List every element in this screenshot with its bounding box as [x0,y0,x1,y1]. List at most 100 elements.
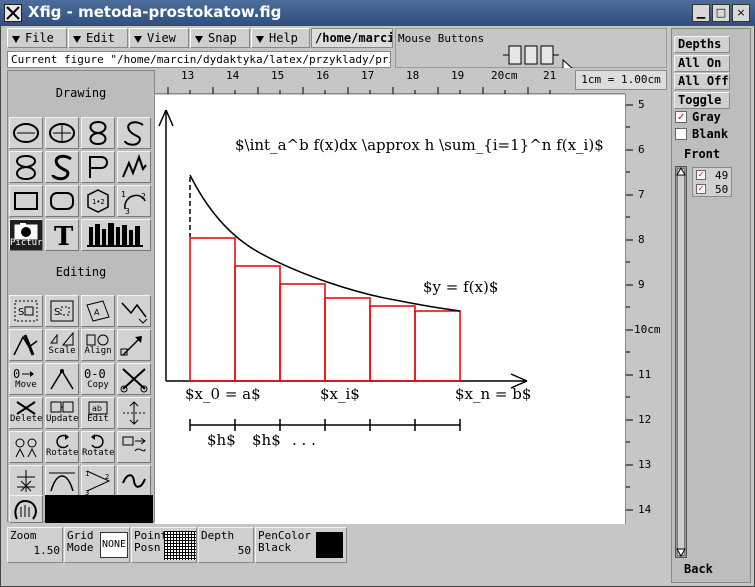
circle-by-radius-tool[interactable] [9,117,43,149]
move-tool[interactable]: 0 Move [9,363,43,395]
align-tool[interactable]: Align [81,329,115,361]
menu-view[interactable]: View [129,28,189,48]
mirror-tool[interactable] [9,431,43,463]
update-tool[interactable]: Update [45,397,79,429]
right-ruler-label: 8 [638,233,645,246]
depth-list: ✓ 49 ✓ 50 [692,167,732,197]
menu-help[interactable]: Help [251,28,310,48]
depth-indicator[interactable]: Depth 50 [198,527,254,563]
svg-text:0: 0 [13,367,20,381]
tangent-tool[interactable] [45,465,79,497]
open-compound-tool[interactable]: A [81,295,115,327]
copy-tool-label: Copy [87,380,109,390]
arrow-tool[interactable] [117,329,151,361]
cut-tool[interactable] [117,363,151,395]
add-point-tool[interactable] [9,329,43,361]
polygon-tool[interactable] [81,151,115,183]
library-tool[interactable] [81,219,151,251]
scroll-down-icon[interactable] [676,547,686,557]
menu-edit-label: Edit [86,31,115,45]
toggle-button[interactable]: Toggle [674,92,730,109]
arc-box-tool[interactable] [45,185,79,217]
gray-checkbox[interactable]: ✓ [675,111,687,123]
anchor-tool[interactable] [9,465,43,497]
top-ruler-label: 13 [181,69,195,82]
join-split-tool[interactable] [117,295,151,327]
layer-49-checkbox[interactable]: ✓ [696,170,706,180]
right-ruler-label: 5 [638,98,645,111]
all-on-button[interactable]: All On [674,55,730,72]
open-approx-spline-tool[interactable] [45,151,79,183]
break-compound-tool[interactable]: S [45,295,79,327]
rotate-cw-tool[interactable]: Rotate [81,431,115,463]
spline-order-tool[interactable]: 1 2 3 [81,465,115,497]
svg-text:3: 3 [125,207,130,215]
depth-scrollbar[interactable] [675,166,687,558]
x-axis-arrowhead [510,373,528,389]
posn-label: Posn [134,541,161,554]
scrollbar-thumb[interactable] [677,168,685,556]
arc-tool[interactable]: 1 2 3 [117,185,151,217]
closed-approx-spline-tool[interactable] [9,151,43,183]
svg-text:S: S [18,307,24,318]
h-label: $h$ [252,431,281,449]
picture-tool[interactable]: Picture [9,219,43,251]
right-ruler[interactable]: 5 6 7 8 9 10cm 11 12 13 14 [625,94,668,524]
maximize-button[interactable]: □ [712,4,730,22]
text-tool[interactable]: T [45,219,79,251]
title-bar[interactable]: Xfig - metoda-prostokatow.fig ▁ □ × [0,0,755,26]
grid-mode-indicator[interactable]: Grid Mode NONE [64,527,130,563]
rotate-ccw-tool[interactable]: Rotate [45,431,79,463]
close-button[interactable]: × [732,4,750,22]
chop-tool[interactable] [117,465,151,497]
copy-tool[interactable]: 0-0 Copy [81,363,115,395]
pen-color-indicator[interactable]: PenColor Black [255,527,347,563]
all-off-button[interactable]: All Off [674,73,730,90]
convert-tool[interactable] [117,431,151,463]
down-arrow-icon [73,36,81,43]
scroll-up-icon[interactable] [676,167,686,177]
menu-edit[interactable]: Edit [68,28,128,48]
glue-compound-tool[interactable]: S [9,295,43,327]
depth-value: 50 [237,544,251,557]
minimize-button[interactable]: ▁ [692,4,710,22]
delete-tool[interactable]: Delete [9,397,43,429]
curve-label: $y = f(x)$ [423,278,499,296]
app-icon[interactable] [4,4,22,22]
move-tool-label: Move [15,380,37,390]
xn-label: $x_n = b$ [455,385,532,403]
closed-spline-tool[interactable] [81,117,115,149]
top-ruler-ticks [167,87,551,94]
top-ruler-label: 19 [451,69,465,82]
move-point-tool[interactable] [45,363,79,395]
down-arrow-icon [256,36,264,43]
right-ruler-label: 7 [638,188,645,201]
regular-polygon-tool[interactable]: 1•2 [81,185,115,217]
current-figure-field[interactable]: Current figure "/home/marcin/dydaktyka/l… [7,51,391,68]
drawing-canvas[interactable]: $\int_a^b f(x)dx \approx h \sum_{i=1}^n … [155,95,625,524]
zoom-indicator[interactable]: Zoom 1.50 [7,527,63,563]
polyline-tool[interactable] [117,151,151,183]
flip-vertical-tool[interactable] [117,397,151,429]
edit-tool[interactable]: ab Edit [81,397,115,429]
right-ruler-label: 12 [638,413,652,426]
blank-checkbox[interactable] [675,128,687,140]
x0-label: $x_0 = a$ [185,385,261,403]
right-ruler-label: 9 [638,278,645,291]
open-spline-tool[interactable] [117,117,151,149]
top-ruler-label: 16 [316,69,330,82]
rectangle [414,310,461,382]
box-tool[interactable] [9,185,43,217]
svg-text:1: 1 [85,470,89,478]
mouse-icon [503,45,559,65]
zoom-tool[interactable] [9,495,43,523]
circle-by-diameter-tool[interactable] [45,117,79,149]
point-position-indicator[interactable]: Point Posn [131,527,197,563]
scale-tool[interactable]: Scale [45,329,79,361]
layer-50-checkbox[interactable]: ✓ [696,184,706,194]
top-ruler[interactable]: 13 14 15 16 17 18 19 20cm 21 [155,68,625,94]
menu-file[interactable]: File [7,28,67,48]
align-tool-label: Align [84,346,112,356]
right-ruler-ticks [626,104,633,511]
menu-snap[interactable]: Snap [190,28,250,48]
